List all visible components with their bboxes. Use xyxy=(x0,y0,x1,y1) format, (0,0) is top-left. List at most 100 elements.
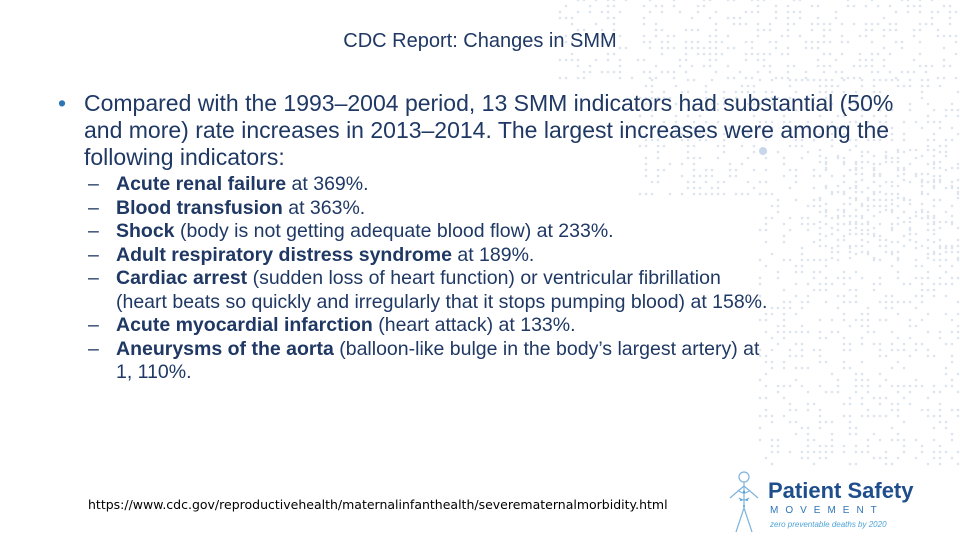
map-dot xyxy=(944,384,948,388)
map-dot xyxy=(744,58,748,62)
list-item: – Shock (body is not getting adequate bl… xyxy=(88,220,928,244)
map-dot xyxy=(912,58,916,62)
map-dot xyxy=(558,58,562,62)
map-dot xyxy=(774,4,778,8)
map-dot xyxy=(872,432,876,436)
map-dot xyxy=(918,4,922,8)
map-dot xyxy=(702,4,706,8)
slide-title-text: CDC Report: Changes in SMM xyxy=(343,30,617,52)
source-url[interactable]: https://www.cdc.gov/reproductivehealth/m… xyxy=(88,497,668,512)
map-dot xyxy=(896,456,900,460)
map-dot xyxy=(750,52,754,56)
map-dot xyxy=(932,178,936,182)
map-dot xyxy=(926,462,930,466)
map-dot xyxy=(890,462,894,466)
map-dot xyxy=(950,244,954,248)
map-dot xyxy=(938,414,942,418)
map-dot xyxy=(890,426,894,430)
map-dot xyxy=(938,198,942,202)
map-dot xyxy=(732,76,736,80)
map-dot xyxy=(800,78,804,82)
map-dot xyxy=(944,294,948,298)
map-dot xyxy=(944,342,948,346)
logo-tagline: zero preventable deaths by 2020 xyxy=(770,520,887,529)
map-dot xyxy=(776,444,780,448)
map-dot xyxy=(944,312,948,316)
map-dot xyxy=(900,0,904,2)
map-dot xyxy=(950,354,954,358)
map-dot xyxy=(836,390,840,394)
map-dot xyxy=(956,192,960,196)
map-dot xyxy=(896,438,900,442)
map-dot xyxy=(846,4,850,8)
map-dot xyxy=(758,438,762,442)
map-dot xyxy=(950,318,954,322)
map-dot xyxy=(842,78,846,82)
map-dot xyxy=(642,16,646,20)
map-dot xyxy=(774,10,778,14)
map-dot xyxy=(866,438,870,442)
map-dot xyxy=(564,58,568,62)
map-dot xyxy=(848,402,852,406)
map-dot xyxy=(938,276,942,280)
map-dot xyxy=(840,52,844,56)
map-dot xyxy=(870,58,874,62)
map-dot xyxy=(708,0,712,2)
map-dot xyxy=(822,64,826,68)
map-dot xyxy=(950,246,954,250)
map-dot xyxy=(654,64,658,68)
map-dot xyxy=(902,396,906,400)
map-dot xyxy=(896,408,900,412)
map-dot xyxy=(816,58,820,62)
map-dot xyxy=(938,150,942,154)
map-dot xyxy=(842,414,846,418)
map-dot xyxy=(938,456,942,460)
map-dot xyxy=(870,22,874,26)
map-dot xyxy=(672,0,676,2)
map-dot xyxy=(932,120,936,124)
map-dot xyxy=(782,396,786,400)
map-dot xyxy=(938,144,942,148)
map-dot xyxy=(890,78,894,82)
map-dot xyxy=(950,186,954,190)
map-dot xyxy=(938,84,942,88)
map-dot xyxy=(786,10,790,14)
map-dot xyxy=(956,276,960,280)
map-dot xyxy=(866,408,870,412)
map-dot xyxy=(786,4,790,8)
map-dot xyxy=(950,438,954,442)
map-dot xyxy=(792,22,796,26)
map-dot xyxy=(944,244,948,248)
map-dot xyxy=(938,390,942,394)
map-dot xyxy=(836,84,840,88)
map-dot xyxy=(944,114,948,118)
map-dot xyxy=(932,294,936,298)
map-dot xyxy=(816,16,820,20)
map-dot xyxy=(830,450,834,454)
indicator-detail-continued: 1, 110%. xyxy=(116,361,192,383)
map-dot xyxy=(828,64,832,68)
map-dot xyxy=(564,16,568,20)
indicator-list: – Acute renal failure at 369%. – Blood t… xyxy=(88,173,928,385)
map-dot xyxy=(570,22,574,26)
map-dot xyxy=(818,78,822,82)
map-dot xyxy=(954,76,958,80)
map-dot xyxy=(732,16,736,20)
map-dot xyxy=(938,246,942,250)
map-dot xyxy=(956,256,960,260)
map-dot xyxy=(660,70,664,74)
map-dot xyxy=(914,456,918,460)
map-dot xyxy=(942,64,946,68)
map-dot xyxy=(944,258,948,262)
map-dot xyxy=(806,426,810,430)
map-dot xyxy=(708,52,712,56)
map-dot xyxy=(666,70,670,74)
map-dot xyxy=(908,390,912,394)
map-dot xyxy=(830,432,834,436)
map-dot xyxy=(800,426,804,430)
map-dot xyxy=(956,462,960,466)
map-dot xyxy=(950,250,954,254)
map-dot xyxy=(938,126,942,130)
map-dot xyxy=(944,154,948,158)
map-dot xyxy=(956,258,960,262)
